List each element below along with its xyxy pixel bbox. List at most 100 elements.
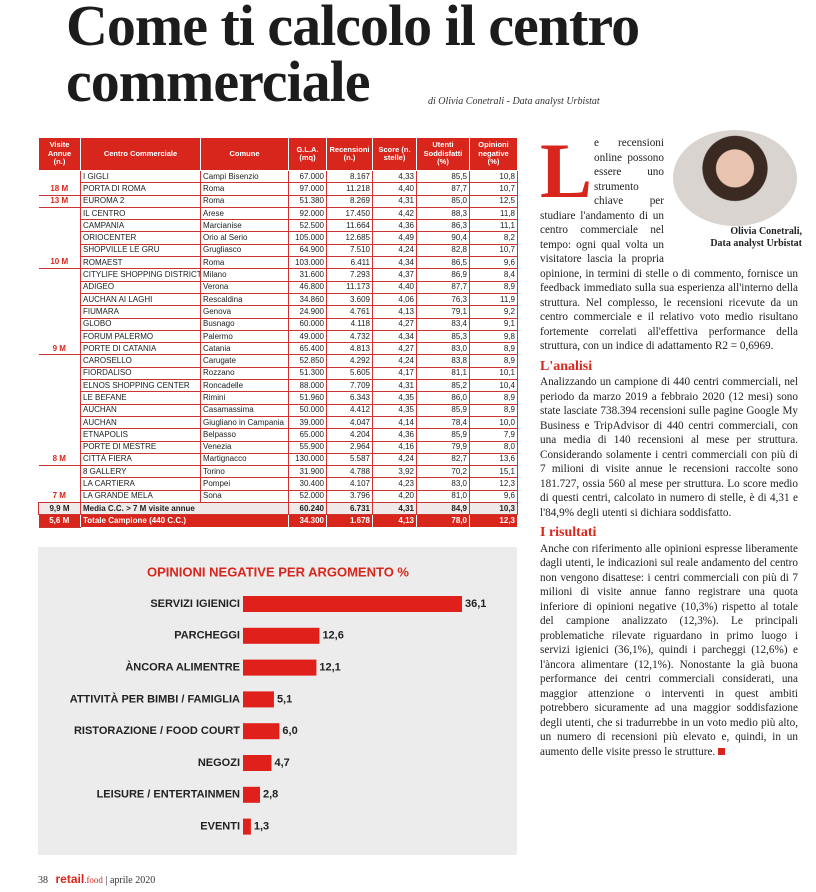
number-cell: 4,27 — [372, 342, 417, 356]
table-row: SHOPVILLE LE GRU Grugliasco 64.900 7.510 4,2… — [38, 243, 518, 258]
table-header: Visite Annue (n.) Centro Commerciale Comun… — [38, 137, 518, 171]
number-cell: 82,7 — [416, 452, 470, 467]
number-cell: 30.400 — [288, 477, 327, 491]
column-header: Centro Commerciale — [80, 137, 201, 171]
number-cell: 51.300 — [288, 366, 327, 381]
table-body: I GIGLI Campi Bisenzio 67.000 8.167 4,33 85,5… — [38, 169, 518, 528]
number-cell: 86,3 — [416, 219, 470, 233]
municipality: Roncadelle — [200, 379, 289, 393]
table-row: 9,9 M Media C.C. > 7 M visite annue 60.240… — [38, 502, 518, 516]
visits-cell: 5,6 M — [38, 514, 81, 528]
bar — [243, 723, 280, 740]
municipality: Carugate — [200, 354, 289, 368]
number-cell: 4,34 — [372, 329, 417, 344]
column-header: Score (n. stelle) — [372, 137, 417, 171]
section-heading: L'analisi — [540, 358, 593, 374]
municipality: Rozzano — [200, 366, 289, 381]
number-cell: 4,20 — [372, 489, 417, 504]
number-cell: 11.173 — [326, 280, 373, 294]
column-header: Opinioni negative (%) — [469, 137, 518, 171]
category-label: SERVIZI IGIENICI — [150, 598, 240, 610]
page-number: 38 — [38, 875, 48, 886]
table-row: PORTE DI MESTRE Venezia 55.900 2.964 4,16 79,… — [38, 440, 518, 454]
center-name: CAROSELLO — [80, 354, 201, 368]
table-row: ETNAPOLIS Belpasso 65.000 4.204 4,36 85,9 7,9 — [38, 428, 518, 442]
number-cell: 97.000 — [288, 182, 327, 196]
section-heading: I risultati — [540, 525, 597, 540]
table-row: 5,6 M Totale Campione (440 C.C.) 34.300 1.6… — [38, 514, 518, 528]
number-cell: 9,2 — [469, 305, 518, 319]
municipality: Busnago — [200, 317, 289, 331]
number-cell: 8.269 — [326, 194, 373, 208]
number-cell: 4,13 — [372, 305, 417, 319]
category-label: PARCHEGGI — [174, 630, 240, 642]
center-name: CITYLIFE SHOPPING DISTRICT — [80, 268, 201, 282]
visits-cell — [38, 219, 81, 232]
number-cell: 3.609 — [326, 292, 373, 307]
number-cell: 4,31 — [372, 194, 417, 208]
number-cell: 11,1 — [469, 219, 518, 233]
number-cell: 83,0 — [416, 342, 470, 356]
visits-cell — [38, 391, 81, 405]
author-photo: Olivia Conetrali, Data analyst Urbistat — [668, 130, 802, 252]
number-cell: 64.900 — [288, 243, 327, 258]
table-row: 18 M PORTA DI ROMA Roma 97.000 11.218 4,40 87,… — [38, 182, 518, 196]
value-label: 6,0 — [282, 725, 297, 737]
visits-cell — [38, 330, 81, 343]
number-cell: 8,2 — [469, 231, 518, 245]
number-cell: 92.000 — [288, 206, 327, 221]
center-name: PORTE DI CATANIA — [80, 342, 201, 356]
number-cell: 8,9 — [469, 403, 518, 417]
number-cell: 50.000 — [288, 403, 327, 417]
visits-cell — [38, 367, 81, 380]
table-row: I GIGLI Campi Bisenzio 67.000 8.167 4,33 85,5… — [38, 169, 518, 184]
table-row: FORUM PALERMO Palermo 49.000 4.732 4,34 85,3 9… — [38, 329, 518, 344]
number-cell: 8,4 — [469, 268, 518, 282]
visits-cell — [38, 477, 81, 491]
table-row: ELNOS SHOPPING CENTER Roncadelle 88.000 7.7… — [38, 379, 518, 393]
number-cell: 10,7 — [469, 182, 518, 196]
value-label: 12,1 — [319, 662, 340, 674]
center-name: AUCHAN — [80, 415, 201, 430]
visits-cell — [38, 281, 81, 294]
visits-cell: 7 M — [38, 490, 81, 504]
category-label: ÀNCORA ALIMENTRE — [125, 661, 240, 674]
number-cell: 85,9 — [416, 428, 470, 442]
number-cell: 34.300 — [288, 514, 327, 528]
number-cell: 11.218 — [326, 182, 373, 196]
municipality: Venezia — [200, 440, 289, 454]
number-cell: 6.731 — [326, 502, 373, 516]
value-label: 4,7 — [275, 757, 290, 769]
visits-cell — [38, 318, 81, 331]
photo-caption: Olivia Conetrali, — [730, 226, 802, 237]
center-name: SHOPVILLE LE GRU — [80, 243, 201, 258]
table-row: LE BEFANE Rimini 51.960 6.343 4,35 86,0 8,9 — [38, 391, 518, 405]
center-name: AUCHAN AI LAGHI — [80, 292, 201, 307]
number-cell: 85,9 — [416, 403, 470, 417]
table-row: LA CARTIERA Pompei 30.400 4.107 4,23 83,0 12,3 — [38, 477, 518, 491]
table-row: 8 M CITTÀ FIERA Martignacco 130.000 5.587 4,2… — [38, 452, 518, 467]
intro-paragraph: e recensioni online possono essere uno s… — [540, 137, 798, 352]
number-cell: 86,5 — [416, 256, 470, 270]
number-cell: 86,9 — [416, 268, 470, 282]
category-label: LEISURE / ENTERTAINMEN — [97, 789, 240, 801]
municipality: Campi Bisenzio — [200, 169, 289, 184]
center-name: I GIGLI — [80, 169, 201, 184]
number-cell: 10,3 — [469, 502, 518, 516]
number-cell: 12,3 — [469, 477, 518, 491]
number-cell: 15,1 — [469, 465, 518, 479]
visits-cell — [38, 465, 81, 478]
center-name: CITTÀ FIERA — [80, 452, 201, 467]
paragraph: Analizzando un campione di 440 centri co… — [540, 376, 798, 519]
center-name: Media C.C. > 7 M visite annue — [80, 502, 289, 516]
center-name: ADIGEO — [80, 280, 201, 294]
number-cell: 12,3 — [469, 514, 518, 528]
number-cell: 12,5 — [469, 194, 518, 208]
visits-cell — [38, 293, 81, 306]
number-cell: 51.380 — [288, 194, 327, 208]
bar — [243, 755, 272, 771]
number-cell: 7.709 — [326, 379, 373, 393]
center-name: PORTE DI MESTRE — [80, 440, 201, 454]
center-name: LA CARTIERA — [80, 477, 201, 491]
